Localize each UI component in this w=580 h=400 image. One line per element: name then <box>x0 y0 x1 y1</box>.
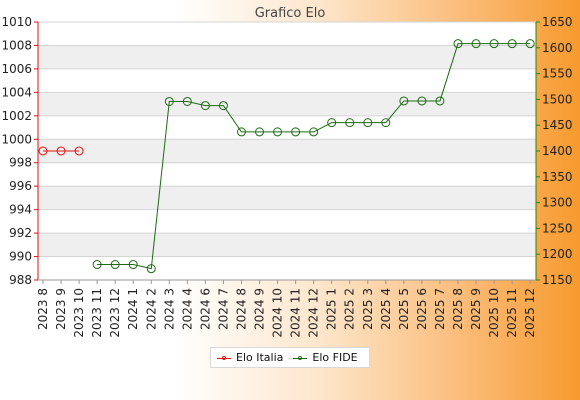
plot-band <box>38 139 536 163</box>
data-point-elo-fide <box>218 101 228 111</box>
data-point-elo-fide <box>363 118 373 128</box>
data-point-elo-fide <box>345 118 355 128</box>
x-tick-label: 2025 4 <box>379 288 393 330</box>
x-tick-label: 2025 6 <box>415 288 429 330</box>
data-point-elo-fide <box>327 118 337 128</box>
data-point-elo-fide <box>435 96 445 106</box>
data-point-elo-fide <box>309 127 319 137</box>
x-tick-label: 2024 6 <box>198 288 212 330</box>
data-point-elo-fide <box>381 118 391 128</box>
x-tick-label: 2025 5 <box>397 288 411 330</box>
left-tick-label: 1010 <box>1 15 32 29</box>
right-tick-label: 1500 <box>542 92 573 106</box>
x-tick-label: 2025 7 <box>433 288 447 330</box>
data-point-elo-fide <box>417 96 427 106</box>
left-tick-label: 996 <box>9 179 32 193</box>
left-tick-label: 998 <box>9 156 32 170</box>
data-point-elo-fide <box>525 39 535 49</box>
left-tick-label: 990 <box>9 250 32 264</box>
right-tick-label: 1200 <box>542 247 573 261</box>
data-point-elo-fide <box>164 96 174 106</box>
data-point-elo-italia <box>56 146 66 156</box>
left-tick-label: 1002 <box>1 109 32 123</box>
x-tick-label: 2024 7 <box>216 288 230 330</box>
data-point-elo-fide <box>236 127 246 137</box>
x-tick-label: 2023 12 <box>108 288 122 338</box>
x-tick-label: 2025 9 <box>469 288 483 330</box>
plot-band <box>38 92 536 116</box>
legend-label-elo-fide: Elo FIDE <box>312 351 358 364</box>
data-point-elo-fide <box>291 127 301 137</box>
left-tick-label: 988 <box>9 273 32 287</box>
series-line-elo-fide <box>97 43 531 270</box>
data-point-elo-fide <box>399 96 409 106</box>
left-tick-label: 1004 <box>1 85 32 99</box>
left-tick-label: 1000 <box>1 132 32 146</box>
right-tick-label: 1550 <box>542 67 573 81</box>
x-tick-label: 2024 3 <box>162 288 176 330</box>
legend-item-elo-fide: Elo FIDE <box>293 351 358 364</box>
right-tick-label: 1300 <box>542 196 573 210</box>
legend-swatch-elo-italia <box>217 354 231 362</box>
x-tick-label: 2025 12 <box>523 288 537 338</box>
x-tick-label: 2024 4 <box>180 288 194 330</box>
left-tick-label: 992 <box>9 226 32 240</box>
plot-band <box>38 186 536 210</box>
data-point-elo-italia <box>74 146 84 156</box>
x-tick-label: 2024 10 <box>271 288 285 338</box>
x-tick-label: 2025 3 <box>361 288 375 330</box>
x-tick-label: 2023 8 <box>36 288 50 330</box>
x-tick-label: 2025 10 <box>487 288 501 338</box>
data-point-elo-fide <box>471 39 481 49</box>
x-tick-label: 2023 10 <box>72 288 86 338</box>
x-tick-label: 2025 1 <box>325 288 339 330</box>
data-point-elo-fide <box>255 127 265 137</box>
data-point-elo-fide <box>146 264 156 274</box>
legend-swatch-elo-fide <box>293 354 308 362</box>
left-tick-label: 994 <box>9 203 32 217</box>
x-tick-label: 2024 8 <box>234 288 248 330</box>
right-tick-label: 1250 <box>542 221 573 235</box>
x-tick-label: 2024 9 <box>253 288 267 330</box>
data-point-elo-fide <box>110 260 120 270</box>
x-tick-label: 2025 8 <box>451 288 465 330</box>
chart-title: Grafico Elo <box>255 6 326 21</box>
data-point-elo-italia <box>38 146 48 156</box>
data-point-elo-fide <box>453 39 463 49</box>
right-tick-label: 1350 <box>542 170 573 184</box>
x-tick-label: 2025 2 <box>343 288 357 330</box>
right-tick-label: 1650 <box>542 15 573 29</box>
data-point-elo-fide <box>200 101 210 111</box>
data-point-elo-fide <box>92 260 102 270</box>
right-tick-label: 1150 <box>542 273 573 287</box>
data-point-elo-fide <box>489 39 499 49</box>
legend-item-elo-italia: Elo Italia <box>217 351 283 364</box>
legend-label-elo-italia: Elo Italia <box>236 351 284 364</box>
x-tick-label: 2024 11 <box>289 288 303 338</box>
plot-band <box>38 233 536 257</box>
data-point-elo-fide <box>182 96 192 106</box>
series-elo-fide <box>92 39 535 274</box>
x-tick-label: 2024 12 <box>307 288 321 338</box>
right-tick-label: 1450 <box>542 118 573 132</box>
right-tick-label: 1600 <box>542 41 573 55</box>
right-tick-label: 1400 <box>542 144 573 158</box>
x-tick-label: 2023 11 <box>90 288 104 338</box>
chart-legend: Elo Italia Elo FIDE <box>210 347 370 368</box>
series-elo-italia <box>38 146 84 156</box>
x-tick-label: 2024 1 <box>126 288 140 330</box>
x-tick-label: 2023 9 <box>54 288 68 330</box>
x-tick-label: 2025 11 <box>505 288 519 338</box>
plot-band <box>38 45 536 69</box>
data-point-elo-fide <box>507 39 517 49</box>
data-point-elo-fide <box>128 260 138 270</box>
data-point-elo-fide <box>273 127 283 137</box>
left-tick-label: 1006 <box>1 62 32 76</box>
x-tick-label: 2024 2 <box>144 288 158 330</box>
left-tick-label: 1008 <box>1 38 32 52</box>
